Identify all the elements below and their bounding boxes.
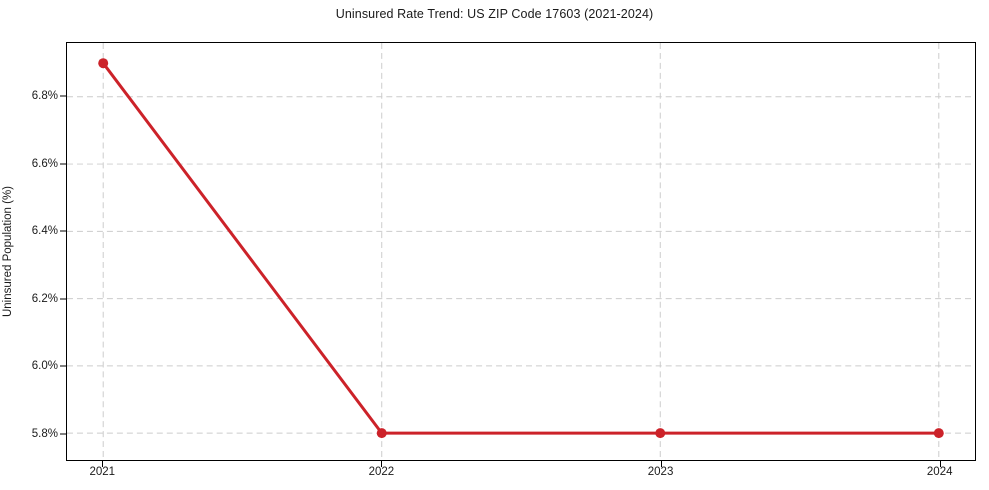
series-line	[101, 61, 941, 435]
y-axis-tick-label: 6.2%	[31, 292, 58, 305]
data-point-marker	[98, 58, 109, 69]
y-axis-tick-mark	[60, 163, 66, 165]
y-axis-tick-labels: 5.8% 6.0% 6.2% 6.4% 6.6% 6.8%	[0, 42, 58, 461]
plot-area	[66, 42, 976, 461]
x-axis-tick-mark	[102, 461, 104, 467]
x-axis-tick-label: 2022	[368, 466, 395, 478]
y-axis-tick-label: 6.6%	[31, 157, 58, 170]
data-series-layer	[98, 58, 944, 439]
chart-title: Uninsured Rate Trend: US ZIP Code 17603 …	[335, 7, 654, 21]
x-axis-tick-mark	[939, 461, 941, 467]
x-axis-tick-label: 2021	[89, 466, 116, 478]
x-axis-tick-mark	[381, 461, 383, 467]
data-point-marker	[376, 428, 387, 439]
y-axis-tick-label: 6.4%	[31, 225, 58, 238]
y-axis-tick-mark	[60, 365, 66, 367]
y-axis-tick-label: 5.8%	[31, 427, 58, 440]
x-axis-tick-label: 2023	[647, 466, 674, 478]
y-axis-tick-label: 6.0%	[31, 360, 58, 373]
x-axis-tick-mark	[660, 461, 662, 467]
y-axis-tick-label: 6.8%	[31, 90, 58, 103]
y-axis-tick-mark	[60, 433, 66, 435]
y-axis-tick-mark	[60, 230, 66, 232]
x-axis-tick-label: 2024	[926, 466, 953, 478]
y-axis-tick-mark	[60, 298, 66, 300]
y-axis-tick-mark	[60, 95, 66, 97]
data-point-marker	[933, 428, 944, 439]
data-point-marker	[655, 428, 666, 439]
